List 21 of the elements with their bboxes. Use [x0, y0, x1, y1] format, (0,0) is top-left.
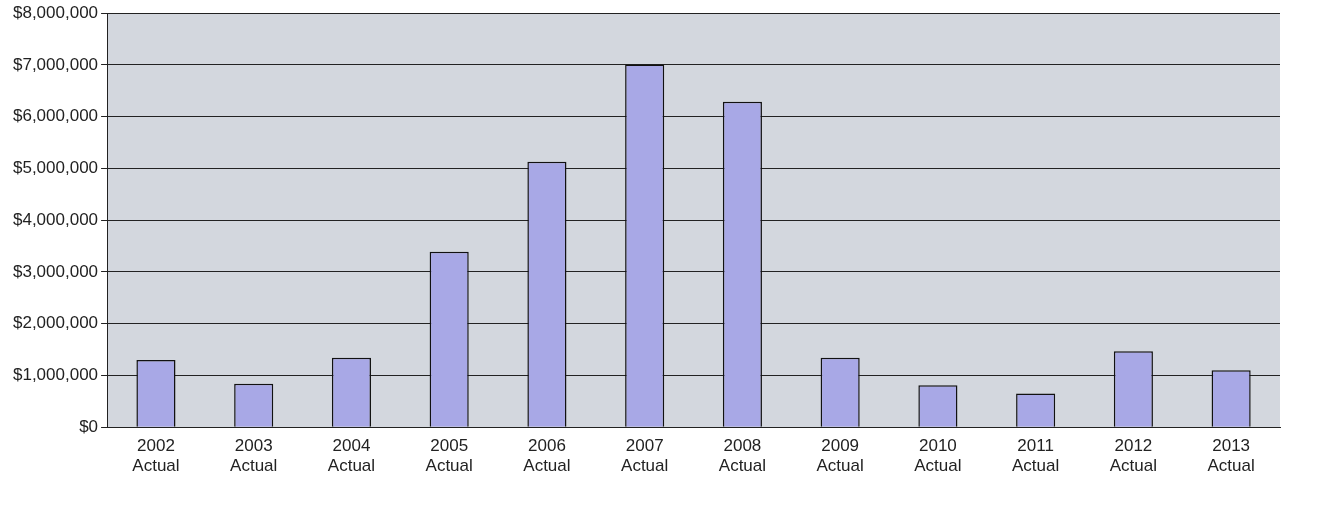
x-tick-label: 2011 Actual [1012, 436, 1060, 476]
x-tick-label: 2010 Actual [914, 436, 962, 476]
x-tick-label: 2013 Actual [1207, 436, 1255, 476]
y-tick-label: $4,000,000 [12, 209, 99, 229]
x-tick-label: 2005 Actual [425, 436, 473, 476]
x-tick-label: 2006 Actual [523, 436, 571, 476]
x-tick-label: 2002 Actual [132, 436, 180, 476]
y-tick-label: $3,000,000 [12, 261, 99, 281]
y-tick-label: $7,000,000 [12, 54, 99, 74]
x-tick-label: 2009 Actual [816, 436, 864, 476]
y-tick-label: $2,000,000 [12, 313, 99, 333]
y-tick-label: $6,000,000 [12, 106, 99, 126]
x-tick-label: 2008 Actual [718, 436, 767, 476]
x-tick-label: 2004 Actual [327, 436, 376, 476]
x-tick-label: 2003 Actual [230, 436, 278, 476]
y-tick-label: $0 [79, 416, 99, 436]
y-tick-label: $5,000,000 [12, 158, 99, 178]
y-tick-label: $1,000,000 [12, 365, 99, 385]
x-tick-label: 2012 Actual [1109, 436, 1158, 476]
y-tick-label: $8,000,000 [12, 2, 99, 22]
x-tick-label: 2007 Actual [621, 436, 669, 476]
